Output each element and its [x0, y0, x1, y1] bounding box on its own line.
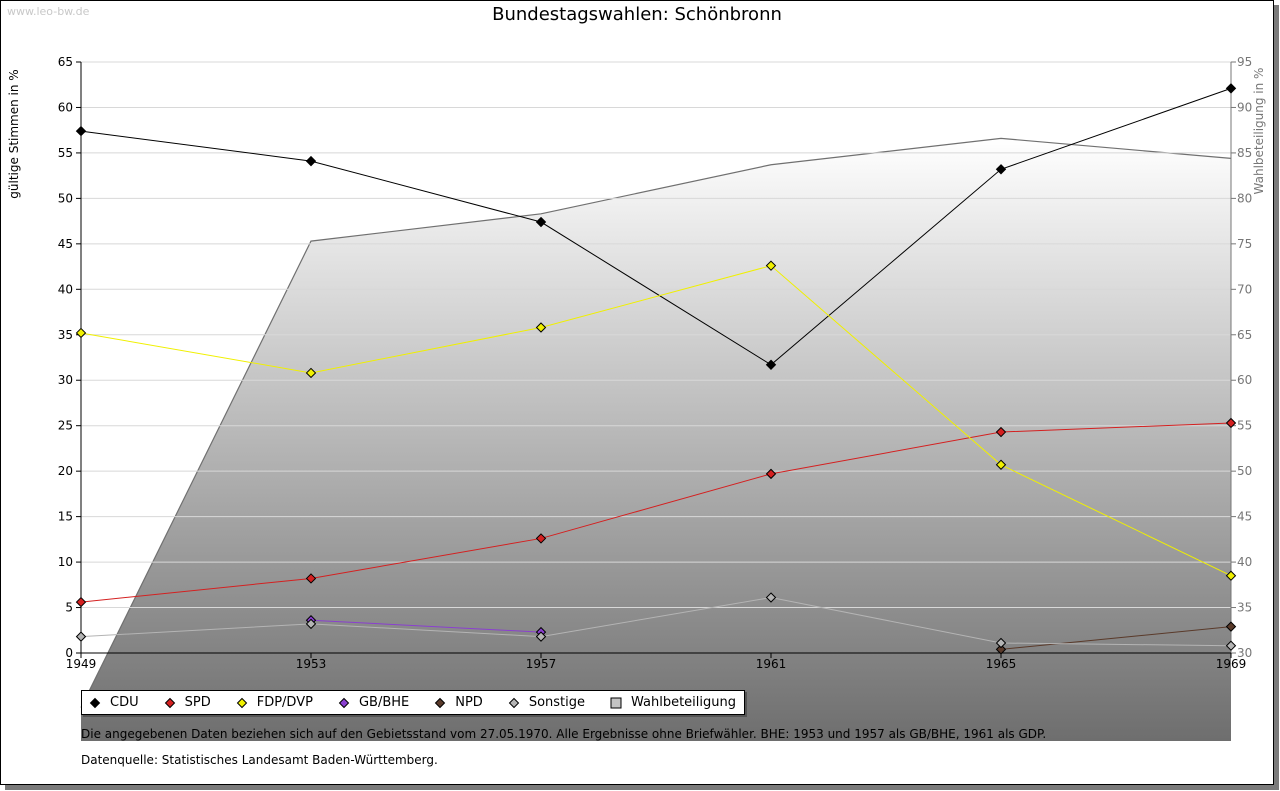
data-point-spd [995, 426, 1007, 438]
y2-tick-label: 40 [1237, 555, 1252, 569]
legend-item-cdu: CDU [88, 695, 139, 710]
data-point-spd [765, 468, 777, 480]
chart-title: Bundestagswahlen: Schönbronn [492, 4, 782, 25]
x-tick-label: 1953 [296, 657, 327, 671]
watermark: www.leo-bw.de [7, 5, 90, 18]
y-tick-label: 25 [58, 419, 73, 433]
y2-tick-label: 70 [1237, 282, 1252, 296]
y-tick-label: 15 [58, 510, 73, 524]
x-tick-label: 1969 [1216, 657, 1247, 671]
y2-tick-label: 30 [1237, 646, 1252, 660]
wahlbeteiligung-line [80, 137, 1232, 708]
data-point-cdu [765, 359, 777, 370]
data-point-fdp-dvp [1225, 570, 1237, 581]
y2-tick-label: 35 [1237, 601, 1252, 615]
legend-marker-fdp-dvp [236, 697, 247, 708]
y2-tick-label: 85 [1237, 146, 1252, 160]
x-tick-label: 1961 [756, 657, 787, 671]
data-point-sonstige [75, 631, 87, 642]
legend-item-wahlbeteiligung: Wahlbeteiligung [609, 695, 736, 710]
data-point-spd [305, 573, 317, 584]
y-tick-label: 50 [58, 191, 73, 205]
legend-marker-gb-bhe [338, 697, 350, 708]
y2-tick-label: 60 [1237, 373, 1252, 387]
y2-tick-label: 75 [1237, 237, 1252, 251]
data-point-cdu [535, 216, 547, 228]
y2-tick-label: 55 [1237, 419, 1252, 433]
x-tick-label: 1957 [526, 657, 557, 671]
data-point-sonstige [1225, 640, 1237, 651]
y-tick-label: 55 [58, 146, 73, 160]
x-tick-label: 1949 [66, 657, 97, 671]
y2-tick-label: 45 [1237, 510, 1252, 524]
data-point-npd [995, 644, 1007, 655]
y2-tick-label: 90 [1237, 100, 1252, 114]
legend-marker-spd [164, 697, 175, 708]
y-tick-label: 5 [65, 601, 73, 615]
legend-label-npd: NPD [455, 695, 483, 710]
legend-label-fdp-dvp: FDP/DVP [256, 695, 313, 710]
data-point-cdu [305, 155, 317, 167]
legend: CDU SPD FDP/DVP GB/BHE NPD Sonstige Wahlbeteil… [81, 690, 746, 715]
legend-marker-cdu [89, 697, 101, 708]
data-point-fdp-dvp [995, 459, 1007, 470]
legend-marker-npd [435, 697, 446, 708]
y-tick-label: 30 [58, 373, 73, 387]
data-point-sonstige [995, 637, 1007, 649]
wahlbeteiligung-area [81, 138, 1231, 742]
data-point-spd [535, 533, 547, 544]
data-point-cdu [1225, 83, 1237, 94]
data-point-sonstige [765, 592, 777, 603]
y2-tick-label: 95 [1237, 55, 1252, 69]
y2-tick-label: 80 [1237, 191, 1252, 205]
y-tick-label: 60 [58, 100, 73, 114]
legend-item-npd: NPD [433, 695, 483, 710]
legend-marker-wahlbeteiligung [610, 697, 622, 708]
legend-item-fdp-dvp: FDP/DVP [235, 695, 313, 710]
legend-item-spd: SPD [163, 695, 211, 710]
series-line-fdp-dvp [80, 265, 1232, 577]
legend-marker-sonstige [508, 697, 520, 708]
data-point-cdu [995, 164, 1007, 175]
data-point-fdp-dvp [75, 327, 87, 339]
series-line-gb-bhe [310, 619, 542, 633]
y-tick-label: 10 [58, 555, 73, 569]
legend-item-gb-bhe: GB/BHE [337, 695, 409, 710]
data-point-cdu [75, 125, 87, 137]
series-line-sonstige [80, 597, 1232, 647]
y-tick-label: 0 [65, 646, 73, 660]
series-line-npd [1000, 626, 1232, 650]
legend-item-sonstige: Sonstige [507, 695, 585, 710]
data-point-fdp-dvp [305, 367, 317, 379]
series-line-cdu [80, 87, 1232, 366]
data-point-sonstige [305, 618, 317, 630]
legend-label-cdu: CDU [110, 695, 139, 710]
y2-tick-label: 50 [1237, 464, 1252, 478]
x-tick-label: 1965 [986, 657, 1017, 671]
series-line-spd [80, 422, 1232, 603]
y2-tick-label: 65 [1237, 328, 1252, 342]
legend-label-wahlbeteiligung: Wahlbeteiligung [631, 695, 737, 710]
data-point-npd [1225, 621, 1237, 632]
y-tick-label: 45 [58, 237, 73, 251]
y-tick-label: 20 [58, 464, 73, 478]
legend-label-sonstige: Sonstige [528, 695, 585, 710]
data-source: Datenquelle: Statistisches Landesamt Bad… [81, 753, 438, 767]
y-tick-label: 40 [58, 282, 73, 296]
y2-axis-label: Wahlbeteiligung in % [1252, 68, 1266, 195]
legend-label-spd: SPD [184, 695, 211, 710]
data-note: Die angegebenen Daten beziehen sich auf … [81, 727, 1047, 741]
legend-label-gb-bhe: GB/BHE [358, 695, 410, 710]
data-point-spd [1225, 417, 1237, 429]
data-point-fdp-dvp [535, 322, 547, 333]
y-axis-label: gültige Stimmen in % [7, 69, 21, 198]
data-point-sonstige [535, 631, 547, 642]
data-point-fdp-dvp [765, 260, 777, 271]
y-tick-label: 65 [58, 55, 73, 69]
y-tick-label: 35 [58, 328, 73, 342]
data-point-spd [75, 596, 87, 608]
